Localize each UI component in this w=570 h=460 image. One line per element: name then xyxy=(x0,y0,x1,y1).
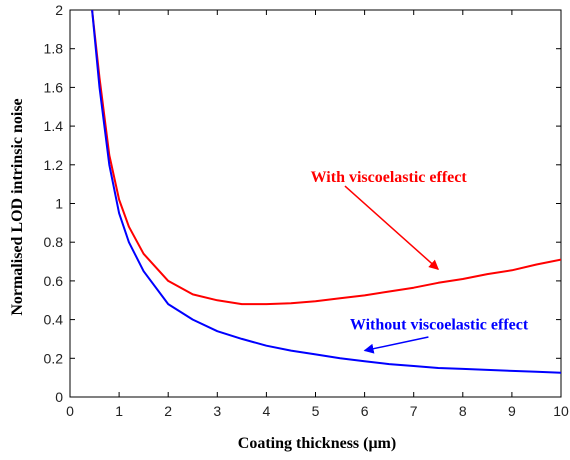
y-tick-label: 2 xyxy=(55,2,63,18)
y-tick-label: 0.2 xyxy=(44,350,64,366)
x-tick-label: 8 xyxy=(459,403,467,419)
x-tick-label: 6 xyxy=(361,403,369,419)
x-axis-title: Coating thickness (μm) xyxy=(238,435,396,452)
x-tick-label: 0 xyxy=(66,403,74,419)
y-tick-label: 1.6 xyxy=(44,79,64,95)
y-tick-label: 0.4 xyxy=(44,312,64,328)
x-tick-label: 3 xyxy=(213,403,221,419)
tick-layer: 0 1 2 3 4 5 6 7 8 9 10 0 0.2 0.4 0.6 0.8 1 1.2 1.4 1.6 1.8 2 xyxy=(44,2,569,419)
y-tick-label: 0.8 xyxy=(44,234,64,250)
y-tick-label: 0 xyxy=(55,389,63,405)
x-tick-label: 2 xyxy=(164,403,172,419)
plot-area xyxy=(69,9,562,398)
annotation-arrow xyxy=(363,336,429,354)
y-tick-label: 1.2 xyxy=(44,157,64,173)
y-axis-title: Normalised LOD intrinsic noise xyxy=(9,98,26,315)
x-tick-label: 10 xyxy=(553,403,569,419)
annotation-arrow xyxy=(344,185,439,270)
series-line-with-viscoelastic-effect xyxy=(91,10,561,306)
plot-frame xyxy=(69,9,562,398)
x-tick-label: 7 xyxy=(410,403,418,419)
y-tick-label: 1 xyxy=(55,196,63,212)
x-tick-label: 9 xyxy=(508,403,516,419)
x-tick-label: 4 xyxy=(263,403,271,419)
series-layer xyxy=(91,10,561,374)
y-tick-label: 1.4 xyxy=(44,118,64,134)
series-line-without-viscoelastic-effect xyxy=(91,10,561,374)
annotation-layer: With viscoelastic effect Without viscoela… xyxy=(311,169,529,354)
x-tick-label: 5 xyxy=(312,403,320,419)
x-tick-label: 1 xyxy=(115,403,123,419)
annotation-label: With viscoelastic effect xyxy=(311,169,468,186)
annotation-label: Without viscoelastic effect xyxy=(350,316,529,333)
y-tick-label: 1.8 xyxy=(44,41,64,57)
y-tick-label: 0.6 xyxy=(44,273,64,289)
